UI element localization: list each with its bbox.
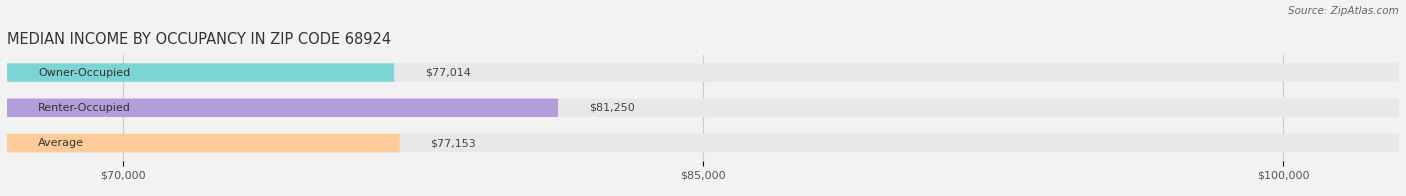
Text: $77,153: $77,153: [430, 138, 477, 148]
FancyBboxPatch shape: [7, 63, 394, 82]
FancyBboxPatch shape: [7, 99, 558, 117]
FancyBboxPatch shape: [7, 134, 399, 152]
Text: $81,250: $81,250: [589, 103, 634, 113]
Text: Average: Average: [38, 138, 84, 148]
Text: MEDIAN INCOME BY OCCUPANCY IN ZIP CODE 68924: MEDIAN INCOME BY OCCUPANCY IN ZIP CODE 6…: [7, 32, 391, 47]
FancyBboxPatch shape: [7, 134, 1399, 152]
Text: Owner-Occupied: Owner-Occupied: [38, 67, 131, 78]
FancyBboxPatch shape: [7, 63, 1399, 82]
Text: $77,014: $77,014: [425, 67, 471, 78]
Text: Renter-Occupied: Renter-Occupied: [38, 103, 131, 113]
FancyBboxPatch shape: [7, 99, 1399, 117]
Text: Source: ZipAtlas.com: Source: ZipAtlas.com: [1288, 6, 1399, 16]
